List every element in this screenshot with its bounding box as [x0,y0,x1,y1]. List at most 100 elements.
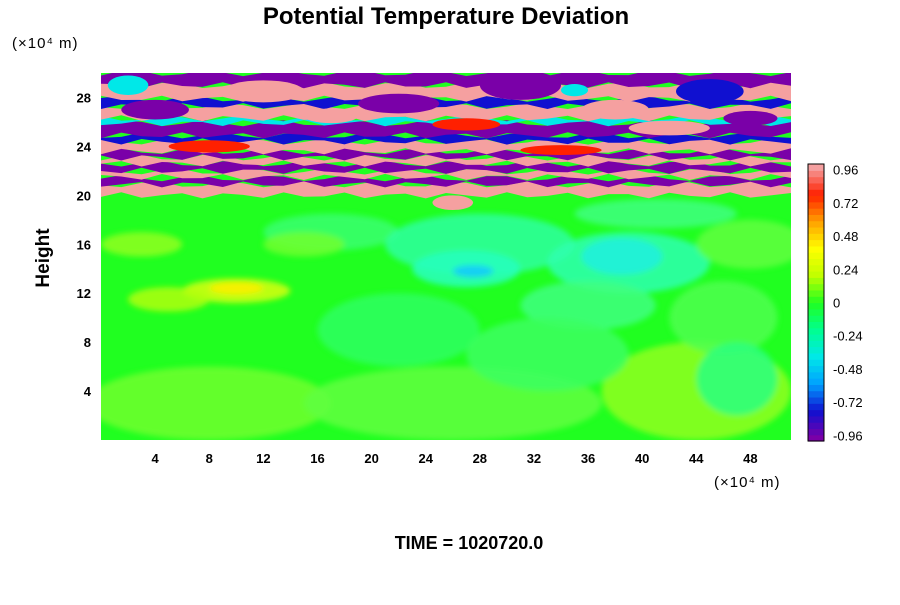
field-band [101,73,791,89]
colorbar-band [808,428,824,436]
field-blob [303,108,359,124]
field-blob [628,120,710,136]
field-patch [452,265,494,278]
y-tick-label: 24 [77,139,92,154]
field-blob [432,195,474,211]
field-blob [723,110,778,126]
field-patch [466,317,629,392]
field-blob [168,140,250,153]
field-blob [676,79,744,104]
colorbar-band [808,434,824,442]
colorbar-band [808,384,824,392]
colorbar-band [808,277,824,285]
x-tick-label: 48 [743,451,757,466]
colorbar-band [808,390,824,398]
colorbar-tick-label: -0.48 [833,362,863,377]
field-patch [669,280,778,355]
colorbar-band [808,258,824,266]
lower-field-patches [101,199,791,440]
colorbar-tick-label: -0.72 [833,395,863,410]
y-tick-labels: 4 8 12 16 20 24 28 [77,90,92,399]
field-blob [222,80,304,103]
field-patch [263,232,345,257]
y-tick-label: 20 [77,188,91,203]
colorbar-band [808,327,824,335]
colorbar-band [808,333,824,341]
colorbar-band [808,422,824,430]
upper-field-bands [101,73,791,211]
colorbar-band [808,195,824,203]
colorbar-band [808,352,824,360]
colorbar-band [808,189,824,197]
field-blob [432,118,501,131]
field-patch [581,238,663,275]
colorbar-band [808,164,824,171]
field-patch [574,199,737,229]
colorbar-band [808,359,824,367]
y-tick-label: 8 [84,335,91,350]
x-tick-label: 36 [581,451,595,466]
y-axis-label: Height [33,228,54,288]
colorbar-band [808,396,824,404]
colorbar-band [808,226,824,234]
field-patch [209,282,264,295]
colorbar-band [808,403,824,411]
colorbar-band [808,308,824,316]
colorbar-band [808,302,824,310]
colorbar-band [808,214,824,222]
time-annotation: TIME = 1020720.0 [395,533,544,553]
colorbar-band [808,409,824,417]
colorbar-tick-label: -0.24 [833,329,863,344]
field-patch [696,219,791,269]
x-tick-label: 44 [689,451,704,466]
x-tick-label: 20 [364,451,378,466]
x-tick-label: 24 [418,451,433,466]
colorbar-band [808,415,824,423]
x-tick-label: 40 [635,451,649,466]
colorbar-band [808,245,824,253]
x-tick-label: 32 [527,451,541,466]
colorbar-band [808,365,824,373]
colorbar-tick-label: 0 [833,296,840,311]
colorbar-tick-label: 0.72 [833,196,858,211]
y-tick-label: 4 [84,384,92,399]
field-band [101,132,791,145]
colorbar-band [808,296,824,304]
y-tick-label: 16 [77,237,91,252]
field-blob [107,75,149,96]
colorbar-band [808,264,824,272]
field-band [101,160,791,174]
field-band [101,175,791,188]
colorbar-band [808,182,824,190]
field-blob [479,73,561,100]
colorbar-band [808,378,824,385]
colorbar-tick-label: 0.48 [833,229,858,244]
colorbar: 0.96 0.72 0.48 0.24 0 -0.24 -0.48 -0.72 -0.96 [807,163,863,443]
chart-title: Potential Temperature Deviation [263,3,629,30]
colorbar-band [808,271,824,278]
x-unit-label: (×10⁴ m) [714,474,781,491]
colorbar-band [808,208,824,215]
colorbar-frame [807,163,825,442]
x-tick-label: 28 [473,451,487,466]
colorbar-band [808,220,824,228]
field-patch [101,366,331,440]
field-blob [561,84,589,97]
colorbar-band [808,346,824,354]
field-patch [317,293,480,367]
colorbar-band [808,252,824,260]
field-blob [581,99,649,120]
field-band [101,154,791,167]
field-patch [128,287,210,312]
colorbar-band [808,371,824,379]
x-tick-label: 12 [256,451,270,466]
field-patch [101,232,183,257]
field-band [101,181,791,199]
field-blob [121,99,189,120]
colorbar-tick-label: -0.96 [833,428,863,443]
colorbar-band [808,289,824,297]
colorbar-band [808,321,824,329]
colorbar-band [808,176,824,184]
